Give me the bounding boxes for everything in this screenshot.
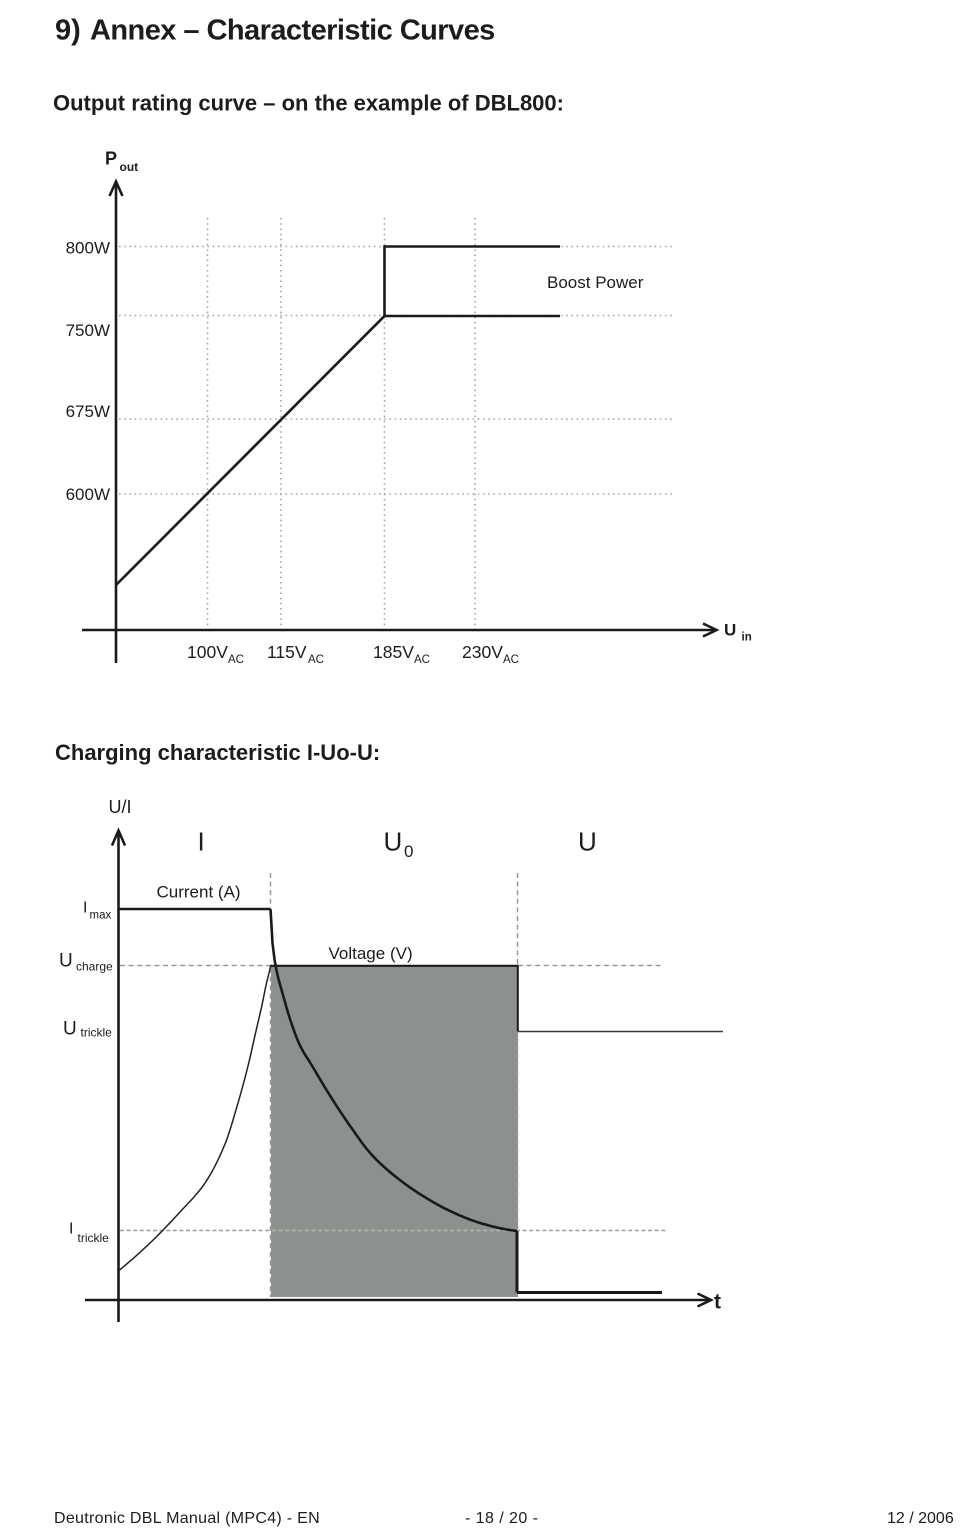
svg-text:charge: charge xyxy=(76,960,113,974)
svg-text:I: I xyxy=(198,827,205,857)
svg-text:U: U xyxy=(578,827,597,857)
svg-text:Current (A): Current (A) xyxy=(157,883,241,902)
svg-text:Boost Power: Boost Power xyxy=(547,273,644,292)
svg-text:U: U xyxy=(724,621,736,640)
svg-text:185V: 185V xyxy=(373,642,414,662)
svg-text:U: U xyxy=(384,827,403,857)
svg-text:100V: 100V xyxy=(187,642,228,662)
svg-text:Annex – Characteristic Curves: Annex – Characteristic Curves xyxy=(90,15,495,47)
svg-text:in: in xyxy=(742,632,752,644)
svg-text:trickle: trickle xyxy=(78,1231,110,1245)
svg-text:675W: 675W xyxy=(66,402,110,421)
svg-text:P: P xyxy=(105,149,117,169)
svg-text:max: max xyxy=(90,910,112,922)
svg-text:AC: AC xyxy=(414,654,430,666)
svg-text:AC: AC xyxy=(228,654,244,666)
svg-text:trickle: trickle xyxy=(81,1026,113,1040)
svg-text:750W: 750W xyxy=(66,321,110,340)
svg-text:I: I xyxy=(69,1221,73,1238)
svg-text:600W: 600W xyxy=(66,485,110,504)
svg-text:AC: AC xyxy=(308,654,324,666)
svg-text:Output rating curve – on the e: Output rating curve – on the example of … xyxy=(53,91,564,116)
svg-text:U: U xyxy=(59,951,73,972)
svg-text:Deutronic DBL Manual (MPC4) -: Deutronic DBL Manual (MPC4) - EN xyxy=(54,1510,320,1527)
svg-text:U/I: U/I xyxy=(109,797,132,817)
svg-text:Charging characteristic I-Uo-U: Charging characteristic I-Uo-U: xyxy=(55,740,380,765)
svg-text:12 / 2006: 12 / 2006 xyxy=(887,1510,954,1527)
svg-text:I: I xyxy=(83,900,87,917)
svg-text:9): 9) xyxy=(55,15,81,47)
svg-text:out: out xyxy=(120,160,139,174)
svg-text:Voltage (V): Voltage (V) xyxy=(329,944,413,963)
svg-text:t: t xyxy=(714,1291,721,1314)
svg-text:AC: AC xyxy=(503,654,519,666)
svg-text:- 18 / 20 -: - 18 / 20 - xyxy=(465,1510,538,1527)
svg-text:U: U xyxy=(63,1019,77,1040)
svg-text:115V: 115V xyxy=(267,642,307,662)
svg-text:800W: 800W xyxy=(66,239,110,258)
svg-text:0: 0 xyxy=(404,842,413,861)
svg-text:230V: 230V xyxy=(462,642,503,662)
